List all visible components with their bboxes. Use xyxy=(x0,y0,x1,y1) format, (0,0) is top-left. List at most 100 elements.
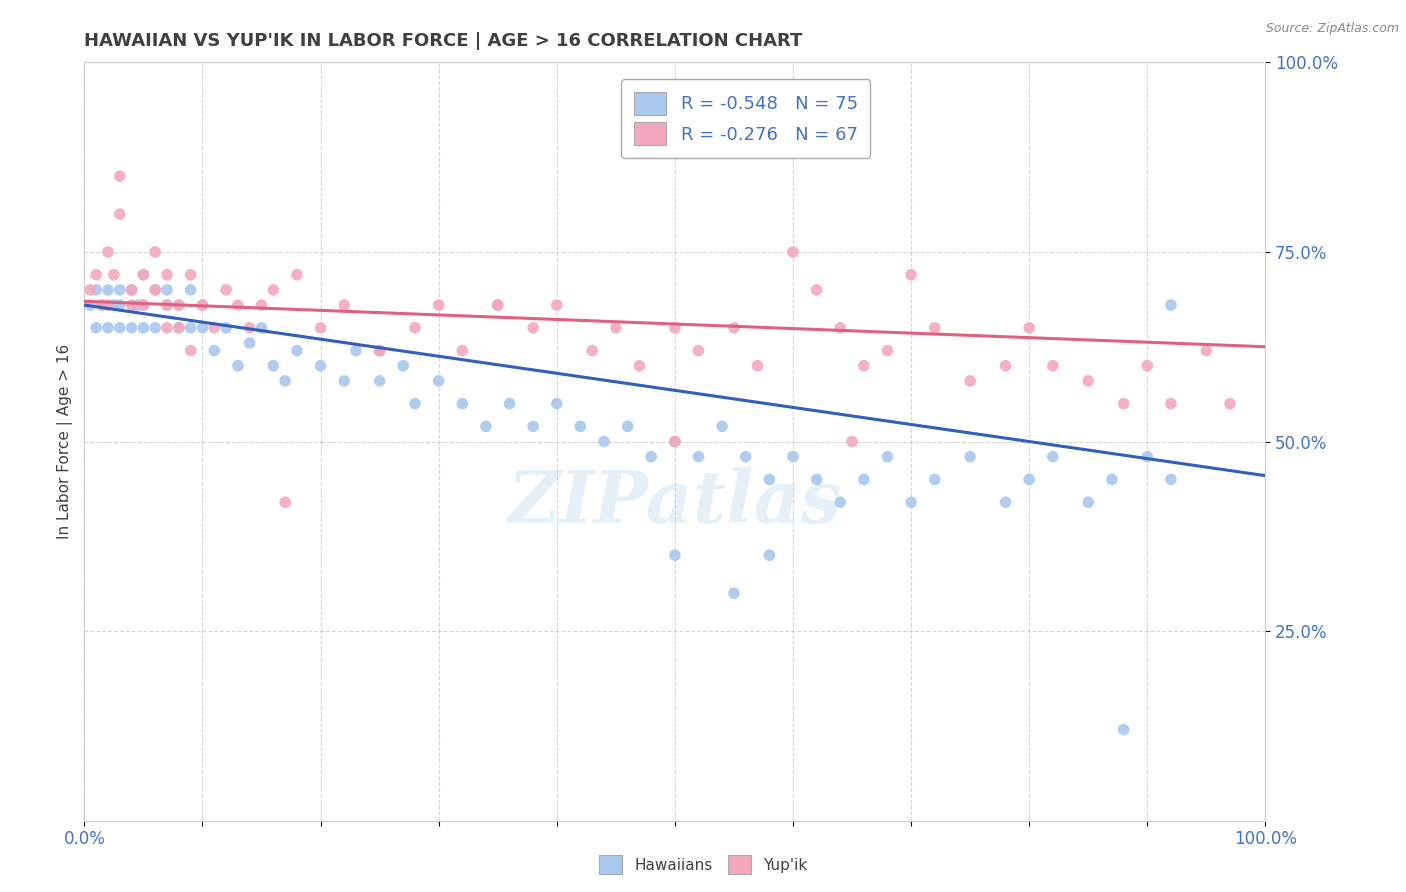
Point xyxy=(628,359,651,373)
Point xyxy=(127,298,149,312)
Point xyxy=(664,320,686,334)
Point xyxy=(132,298,155,312)
Point xyxy=(522,320,544,334)
Point xyxy=(924,473,946,487)
Point xyxy=(309,359,332,373)
Point xyxy=(664,434,686,449)
Point xyxy=(451,343,474,358)
Point xyxy=(806,473,828,487)
Point xyxy=(143,320,166,334)
Point xyxy=(84,283,107,297)
Point xyxy=(924,320,946,334)
Point xyxy=(97,298,120,312)
Point xyxy=(262,283,284,297)
Point xyxy=(688,450,710,464)
Point xyxy=(250,320,273,334)
Point xyxy=(91,298,114,312)
Point xyxy=(226,298,249,312)
Point xyxy=(1160,473,1182,487)
Point xyxy=(97,283,120,297)
Point xyxy=(723,320,745,334)
Point xyxy=(1018,473,1040,487)
Point xyxy=(546,298,568,312)
Point xyxy=(84,320,107,334)
Point xyxy=(167,320,190,334)
Point xyxy=(1160,396,1182,410)
Point xyxy=(1195,343,1218,358)
Point xyxy=(108,283,131,297)
Point xyxy=(852,473,875,487)
Point xyxy=(180,320,202,334)
Point xyxy=(1101,473,1123,487)
Point xyxy=(1136,450,1159,464)
Point xyxy=(121,283,143,297)
Point xyxy=(97,320,120,334)
Point xyxy=(959,374,981,388)
Point xyxy=(806,283,828,297)
Point xyxy=(475,419,498,434)
Point xyxy=(121,298,143,312)
Point xyxy=(239,335,262,350)
Point xyxy=(84,268,107,282)
Point xyxy=(427,374,450,388)
Point xyxy=(156,298,179,312)
Point xyxy=(852,359,875,373)
Point xyxy=(1112,396,1135,410)
Point xyxy=(143,283,166,297)
Point xyxy=(202,343,225,358)
Point xyxy=(664,434,686,449)
Point xyxy=(616,419,638,434)
Point xyxy=(79,298,101,312)
Point xyxy=(876,343,898,358)
Point xyxy=(782,244,804,259)
Point xyxy=(546,396,568,410)
Point xyxy=(1042,359,1064,373)
Point xyxy=(250,298,273,312)
Point xyxy=(605,320,627,334)
Text: HAWAIIAN VS YUP'IK IN LABOR FORCE | AGE > 16 CORRELATION CHART: HAWAIIAN VS YUP'IK IN LABOR FORCE | AGE … xyxy=(84,32,803,50)
Point xyxy=(191,298,214,312)
Point xyxy=(486,298,509,312)
Point xyxy=(156,283,179,297)
Point xyxy=(274,495,297,509)
Point xyxy=(180,343,202,358)
Point xyxy=(1112,723,1135,737)
Point xyxy=(758,548,780,563)
Point xyxy=(344,343,367,358)
Point xyxy=(215,283,238,297)
Point xyxy=(711,419,734,434)
Point xyxy=(167,298,190,312)
Point xyxy=(569,419,592,434)
Point xyxy=(900,495,922,509)
Point xyxy=(1160,298,1182,312)
Point xyxy=(1077,374,1099,388)
Point xyxy=(103,298,125,312)
Legend: Hawaiians, Yup'ik: Hawaiians, Yup'ik xyxy=(593,849,813,880)
Text: ZIPatlas: ZIPatlas xyxy=(508,467,842,538)
Point xyxy=(486,298,509,312)
Point xyxy=(427,298,450,312)
Point xyxy=(900,268,922,282)
Point xyxy=(191,298,214,312)
Point xyxy=(121,283,143,297)
Point xyxy=(180,283,202,297)
Text: Source: ZipAtlas.com: Source: ZipAtlas.com xyxy=(1265,22,1399,36)
Point xyxy=(368,343,391,358)
Point xyxy=(156,298,179,312)
Point xyxy=(285,268,308,282)
Point xyxy=(91,298,114,312)
Point xyxy=(191,320,214,334)
Point xyxy=(143,283,166,297)
Point xyxy=(132,320,155,334)
Point xyxy=(664,548,686,563)
Point xyxy=(368,374,391,388)
Point xyxy=(451,396,474,410)
Point xyxy=(108,169,131,184)
Point xyxy=(167,320,190,334)
Point xyxy=(333,298,356,312)
Point xyxy=(1042,450,1064,464)
Point xyxy=(758,473,780,487)
Point xyxy=(202,320,225,334)
Point xyxy=(274,374,297,388)
Point xyxy=(498,396,520,410)
